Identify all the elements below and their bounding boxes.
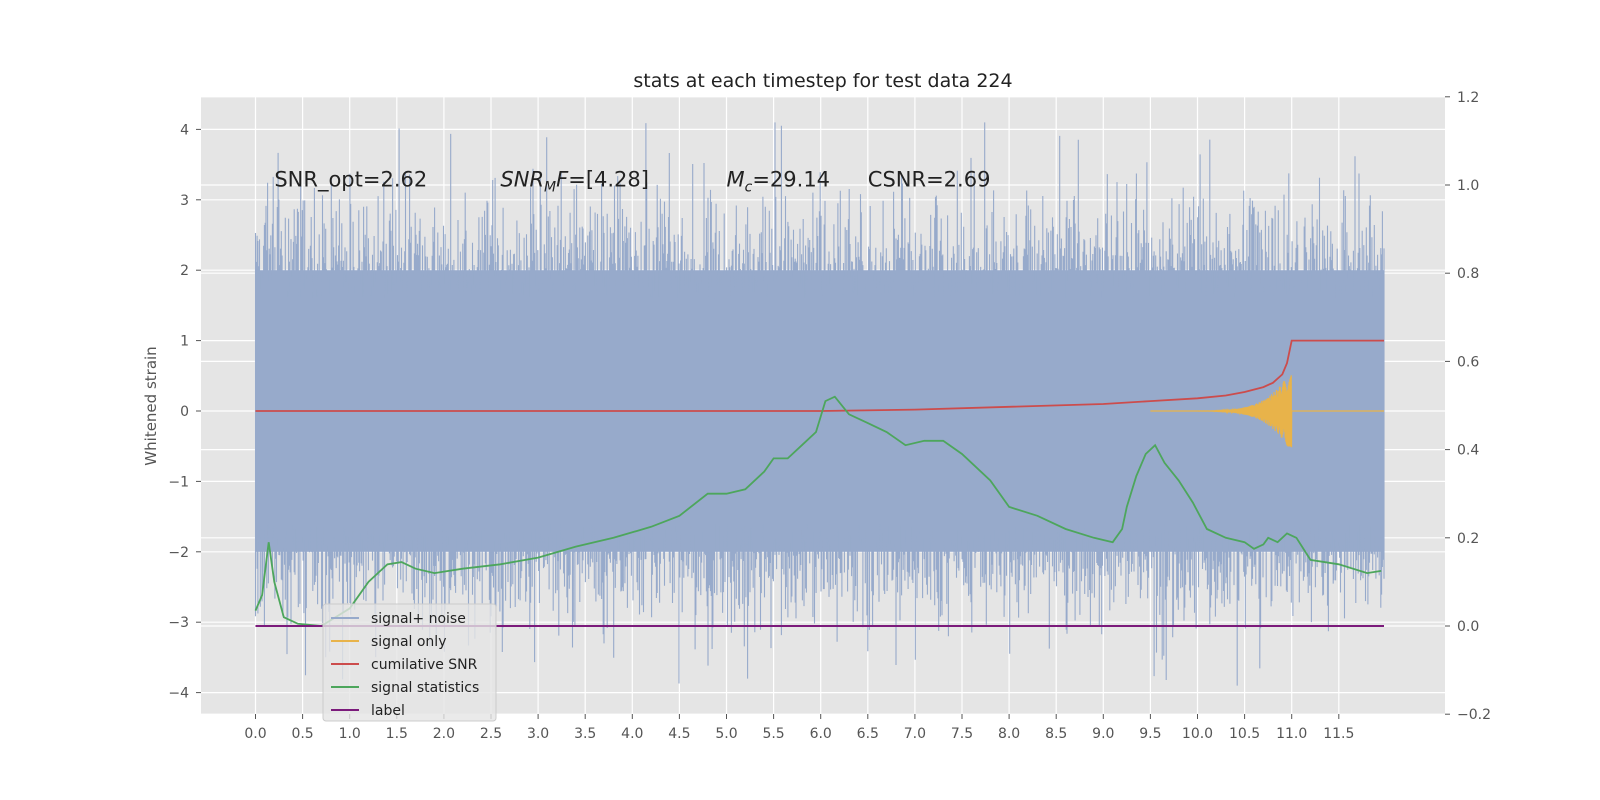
y-tick-label: −1 [168,474,189,490]
x-tick-label: 4.0 [621,726,643,742]
y-axis-label: Whitened strain [142,346,160,465]
x-tick-label: 9.0 [1092,726,1114,742]
x-tick-label: 9.5 [1139,726,1161,742]
x-tick-label: 5.5 [762,726,784,742]
x-tick-label: 6.0 [810,726,832,742]
x-tick-label: 1.5 [386,726,408,742]
series-cumilative-snr [255,339,1384,412]
y2-tick-label: 0.2 [1457,531,1479,547]
x-axis: 0.0 0.5 1.0 1.5 2.0 2.5 3.0 3.5 4.0 4.5 5.0 5.5 6.0 6… [244,714,1354,742]
x-tick-label: 10.5 [1229,726,1260,742]
legend-entry: label [371,703,405,719]
x-tick-label: 0.5 [291,726,313,742]
y2-tick-label: 0.4 [1457,443,1479,459]
y2-tick-label: 0.8 [1457,266,1479,282]
y-tick-label: −3 [168,615,189,631]
series-signal-noise [254,122,1385,686]
y-tick-label: 1 [180,334,189,350]
annotation-text: CSNR=2.69 [868,168,991,192]
legend-entry: signal only [371,634,446,650]
y-tick-label: 0 [180,404,189,420]
x-tick-label: 8.0 [998,726,1020,742]
x-tick-label: 6.5 [857,726,879,742]
legend-box [322,603,497,722]
annotation-text: Mc=29.14 [727,168,831,196]
y-tick-label: −4 [168,686,189,702]
x-tick-label: 2.0 [433,726,455,742]
y2-tick-label: 1.2 [1457,90,1479,106]
x-tick-label: 7.0 [904,726,926,742]
legend-entry: signal statistics [371,680,479,696]
y-tick-label: −2 [168,545,189,561]
x-tick-label: 3.5 [574,726,596,742]
x-tick-label: 11.0 [1276,726,1307,742]
x-tick-label: 11.5 [1323,726,1354,742]
y-tick-label: 4 [180,122,189,138]
series-signal-statistics [254,395,1382,627]
annotation-text: SNRMF=[4.28] [500,168,649,196]
x-tick-label: 10.0 [1182,726,1213,742]
series-signal-only [1150,375,1384,448]
plot-lines [254,122,1385,686]
x-tick-label: 3.0 [527,726,549,742]
y-tick-label: 2 [180,263,189,279]
legend-entry: cumilative SNR [371,657,478,673]
annotation-text: SNR_opt=2.62 [274,168,427,193]
y-axis-left: 4 3 2 1 0 −1 −2 −3 −4 [168,122,201,702]
annotations: SNR_opt=2.62 SNRMF=[4.28] Mc=29.14 CSNR=2.6… [274,168,990,196]
y2-tick-label: 0.0 [1457,619,1479,635]
x-tick-label: 8.5 [1045,726,1067,742]
y2-tick-label: −0.2 [1457,707,1491,723]
x-tick-label: 1.0 [339,726,361,742]
x-tick-label: 2.5 [480,726,502,742]
x-tick-label: 4.5 [668,726,690,742]
y-tick-label: 3 [180,193,189,209]
y-axis-right: 1.2 1.0 0.8 0.6 0.4 0.2 0.0 −0.2 [1445,90,1491,723]
chart-title: stats at each timestep for test data 224 [633,70,1012,92]
y2-tick-label: 1.0 [1457,178,1479,194]
x-tick-label: 0.0 [244,726,266,742]
legend: signal+ noise signal only cumilative SNR si… [322,603,497,722]
y2-tick-label: 0.6 [1457,354,1479,370]
legend-entry: signal+ noise [371,611,466,627]
x-tick-label: 5.0 [715,726,737,742]
x-tick-label: 7.5 [951,726,973,742]
